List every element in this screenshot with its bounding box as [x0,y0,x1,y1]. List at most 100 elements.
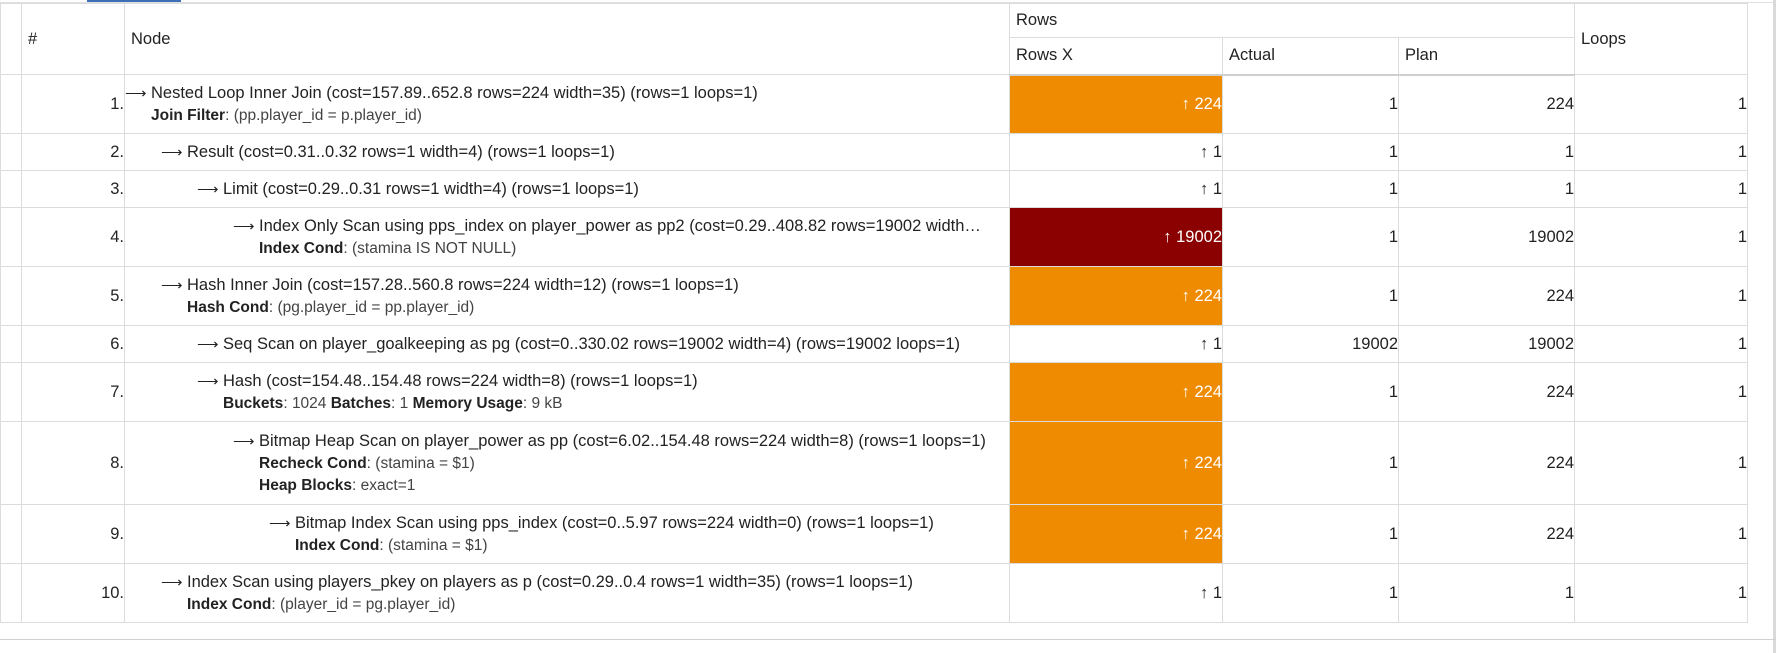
col-header-number[interactable]: # [21,3,125,75]
node-cell[interactable]: ⟶ Limit (cost=0.29..0.31 rows=1 width=4) … [124,170,1010,208]
loops-cell: 1 [1574,74,1748,134]
table-row[interactable]: 10. ⟶ Index Scan using players_pkey on pla… [0,563,1748,623]
table-row[interactable]: 4. ⟶ Index Only Scan using pps_index on pl… [0,207,1748,267]
row-number: 6. [21,325,125,363]
node-detail: Index Cond: (player_id = pg.player_id) [187,595,456,613]
rows-x-cell: ↑ 1 [1009,170,1223,208]
detail-value: (stamina = $1) [375,454,475,472]
node-cell[interactable]: ⟶ Hash Inner Join (cost=157.28..560.8 row… [124,266,1010,326]
col-header-node[interactable]: Node [124,3,1010,75]
plan-cell: 1 [1398,133,1575,171]
node-cell[interactable]: ⟶ Hash (cost=154.48..154.48 rows=224 widt… [124,362,1010,422]
table-row[interactable]: 2. ⟶ Result (cost=0.31..0.32 rows=1 width=… [0,133,1748,171]
plan-cell: 19002 [1398,325,1575,363]
node-detail: Buckets: 1024 Batches: 1 Memory Usage: 9… [223,394,563,412]
node-detail: Recheck Cond: (stamina = $1) [259,454,475,472]
actual-cell: 19002 [1222,325,1399,363]
tree-arrow-icon: ⟶ [161,276,183,294]
row-number: 4. [21,207,125,267]
detail-value: (player_id = pg.player_id) [280,595,456,613]
explain-plan-table: # Node Rows Loops Rows X Actual Plan 1. ⟶… [0,3,1748,623]
rows-x-cell: ↑ 1 [1009,325,1223,363]
node-cell[interactable]: ⟶ Bitmap Index Scan using pps_index (cost… [124,504,1010,564]
node-cell[interactable]: ⟶ Bitmap Heap Scan on player_power as pp … [124,421,1010,505]
row-number: 2. [21,133,125,171]
top-divider [0,2,1776,3]
rows-x-cell: ↑ 19002 [1009,207,1223,267]
detail-value: 1 [399,394,409,412]
table-row[interactable]: 9. ⟶ Bitmap Index Scan using pps_index (co… [0,504,1748,564]
node-title: Seq Scan on player_goalkeeping as pg (co… [223,334,961,353]
tree-arrow-icon: ⟶ [269,514,291,532]
detail-value: (pp.player_id = p.player_id) [233,106,422,124]
table-row[interactable]: 6. ⟶ Seq Scan on player_goalkeeping as pg … [0,325,1748,363]
loops-cell: 1 [1574,133,1748,171]
col-header-loops[interactable]: Loops [1574,3,1748,75]
table-row[interactable]: 3. ⟶ Limit (cost=0.29..0.31 rows=1 width=4… [0,170,1748,208]
plan-cell: 224 [1398,74,1575,134]
scrollbar-track[interactable] [1773,0,1776,653]
actual-cell: 1 [1222,563,1399,623]
tree-arrow-icon: ⟶ [233,217,255,235]
rows-x-cell: ↑ 1 [1009,563,1223,623]
actual-cell: 1 [1222,133,1399,171]
node-title: Result (cost=0.31..0.32 rows=1 width=4) … [187,142,615,161]
node-cell[interactable]: ⟶ Index Scan using players_pkey on player… [124,563,1010,623]
loops-cell: 1 [1574,504,1748,564]
node-title: Bitmap Heap Scan on player_power as pp (… [259,431,986,450]
row-gutter [0,170,22,208]
node-title: Nested Loop Inner Join (cost=157.89..652… [151,83,758,102]
row-gutter [0,133,22,171]
row-number: 10. [21,563,125,623]
row-gutter [0,362,22,422]
bottom-divider [0,639,1776,640]
col-header-plan[interactable]: Plan [1398,37,1575,76]
loops-cell: 1 [1574,325,1748,363]
plan-cell: 19002 [1398,207,1575,267]
node-detail: Heap Blocks: exact=1 [259,476,416,494]
row-gutter [0,266,22,326]
detail-value: 1024 [291,394,327,412]
active-tab-indicator [87,0,181,2]
plan-cell: 224 [1398,362,1575,422]
gutter-header [0,3,22,75]
node-title: Index Only Scan using pps_index on playe… [259,216,990,235]
row-gutter [0,74,22,134]
node-cell[interactable]: ⟶ Seq Scan on player_goalkeeping as pg (c… [124,325,1010,363]
node-detail: Join Filter: (pp.player_id = p.player_id… [151,106,422,124]
row-number: 9. [21,504,125,564]
col-header-actual[interactable]: Actual [1222,37,1399,76]
tree-arrow-icon: ⟶ [197,335,219,353]
node-cell[interactable]: ⟶ Nested Loop Inner Join (cost=157.89..65… [124,74,1010,134]
table-row[interactable]: 7. ⟶ Hash (cost=154.48..154.48 rows=224 wi… [0,362,1748,422]
row-gutter [0,421,22,505]
table-row[interactable]: 8. ⟶ Bitmap Heap Scan on player_power as p… [0,421,1748,505]
actual-cell: 1 [1222,74,1399,134]
detail-value: (stamina IS NOT NULL) [352,239,517,257]
actual-cell: 1 [1222,266,1399,326]
rows-x-cell: ↑ 1 [1009,133,1223,171]
table-row[interactable]: 5. ⟶ Hash Inner Join (cost=157.28..560.8 r… [0,266,1748,326]
tree-arrow-icon: ⟶ [197,372,219,390]
detail-key: Hash Cond [187,298,269,316]
col-header-rows-x[interactable]: Rows X [1009,37,1223,76]
detail-key: Recheck Cond [259,454,367,472]
row-number: 7. [21,362,125,422]
row-number: 1. [21,74,125,134]
tree-arrow-icon: ⟶ [125,84,147,102]
node-title: Limit (cost=0.29..0.31 rows=1 width=4) (… [223,179,639,198]
actual-cell: 1 [1222,362,1399,422]
loops-cell: 1 [1574,362,1748,422]
detail-value: (pg.player_id = pp.player_id) [277,298,475,316]
table-row[interactable]: 1. ⟶ Nested Loop Inner Join (cost=157.89..… [0,74,1748,134]
row-gutter [0,504,22,564]
node-cell[interactable]: ⟶ Index Only Scan using pps_index on play… [124,207,1010,267]
loops-cell: 1 [1574,563,1748,623]
detail-key: Index Cond [295,536,380,554]
rows-x-cell: ↑ 224 [1009,504,1223,564]
node-cell[interactable]: ⟶ Result (cost=0.31..0.32 rows=1 width=4)… [124,133,1010,171]
row-gutter [0,563,22,623]
actual-cell: 1 [1222,504,1399,564]
row-gutter [0,207,22,267]
actual-cell: 1 [1222,421,1399,505]
